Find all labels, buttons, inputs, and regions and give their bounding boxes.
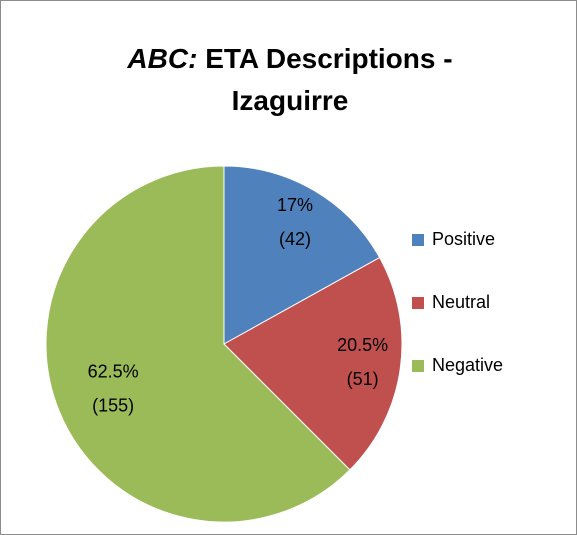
legend-swatch [412,360,424,372]
value-label: (51) [347,369,379,389]
pie-slice [45,165,351,523]
legend-swatch [412,297,424,309]
legend-label: Neutral [432,292,490,312]
chart-title: ABC: ETA Descriptions - Izaguirre [90,38,490,122]
value-label: (42) [279,229,311,249]
percent-label: 62.5% [88,362,139,382]
percent-label: 20.5% [337,335,388,355]
pie-slice [223,256,403,471]
pie-slice [223,165,381,345]
title-emphasis: ABC: [127,43,198,74]
percent-label: 17% [277,195,313,215]
legend-swatch [412,234,424,246]
title-text: ETA Descriptions - Izaguirre [205,43,453,116]
legend-label: Negative [432,355,503,375]
value-label: (155) [92,396,134,416]
legend-label: Positive [432,229,495,249]
